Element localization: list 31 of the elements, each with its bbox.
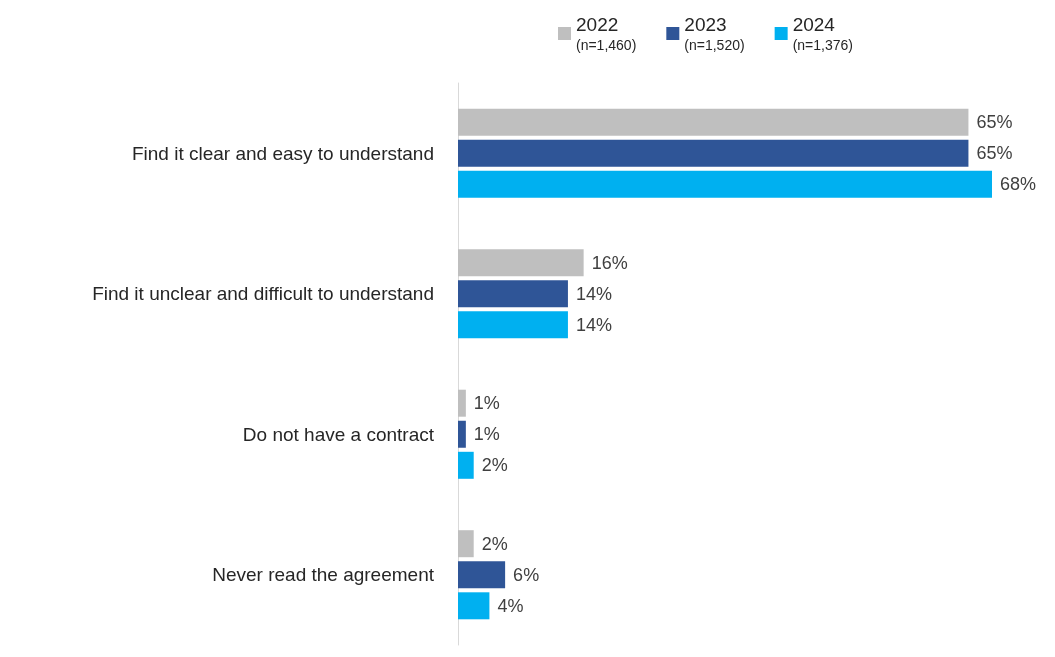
legend-label: 2024 (n=1,376) — [792, 14, 853, 53]
data-label: 1% — [473, 393, 500, 414]
bar — [458, 139, 969, 167]
bar — [458, 561, 506, 589]
legend-label: 2023 (n=1,520) — [684, 14, 745, 53]
data-label: 4% — [497, 595, 524, 616]
data-label: 1% — [473, 424, 500, 445]
y-tick-label: Find it clear and easy to understand — [131, 142, 434, 164]
bar — [458, 451, 474, 479]
data-label: 65% — [976, 143, 1013, 164]
data-label: 14% — [575, 314, 612, 335]
bar — [458, 280, 568, 308]
data-label: 16% — [591, 252, 628, 273]
data-label: 2% — [481, 455, 508, 476]
data-label: 2% — [481, 533, 508, 554]
bar — [458, 311, 568, 339]
bar — [458, 108, 969, 136]
bar — [458, 420, 466, 448]
data-label: 14% — [575, 283, 612, 304]
y-tick-label: Never read the agreement — [212, 564, 435, 586]
legend-label: 2022 (n=1,460) — [576, 14, 637, 53]
data-label: 6% — [513, 564, 540, 585]
data-label: 68% — [1000, 174, 1037, 195]
y-tick-label: Do not have a contract — [242, 423, 435, 445]
bar — [458, 170, 992, 198]
y-tick-label: Find it unclear and difficult to understand — [92, 283, 434, 305]
bar — [458, 592, 490, 620]
data-label: 65% — [976, 112, 1013, 133]
bar — [458, 389, 466, 417]
bar — [458, 530, 474, 558]
bar — [458, 249, 584, 277]
